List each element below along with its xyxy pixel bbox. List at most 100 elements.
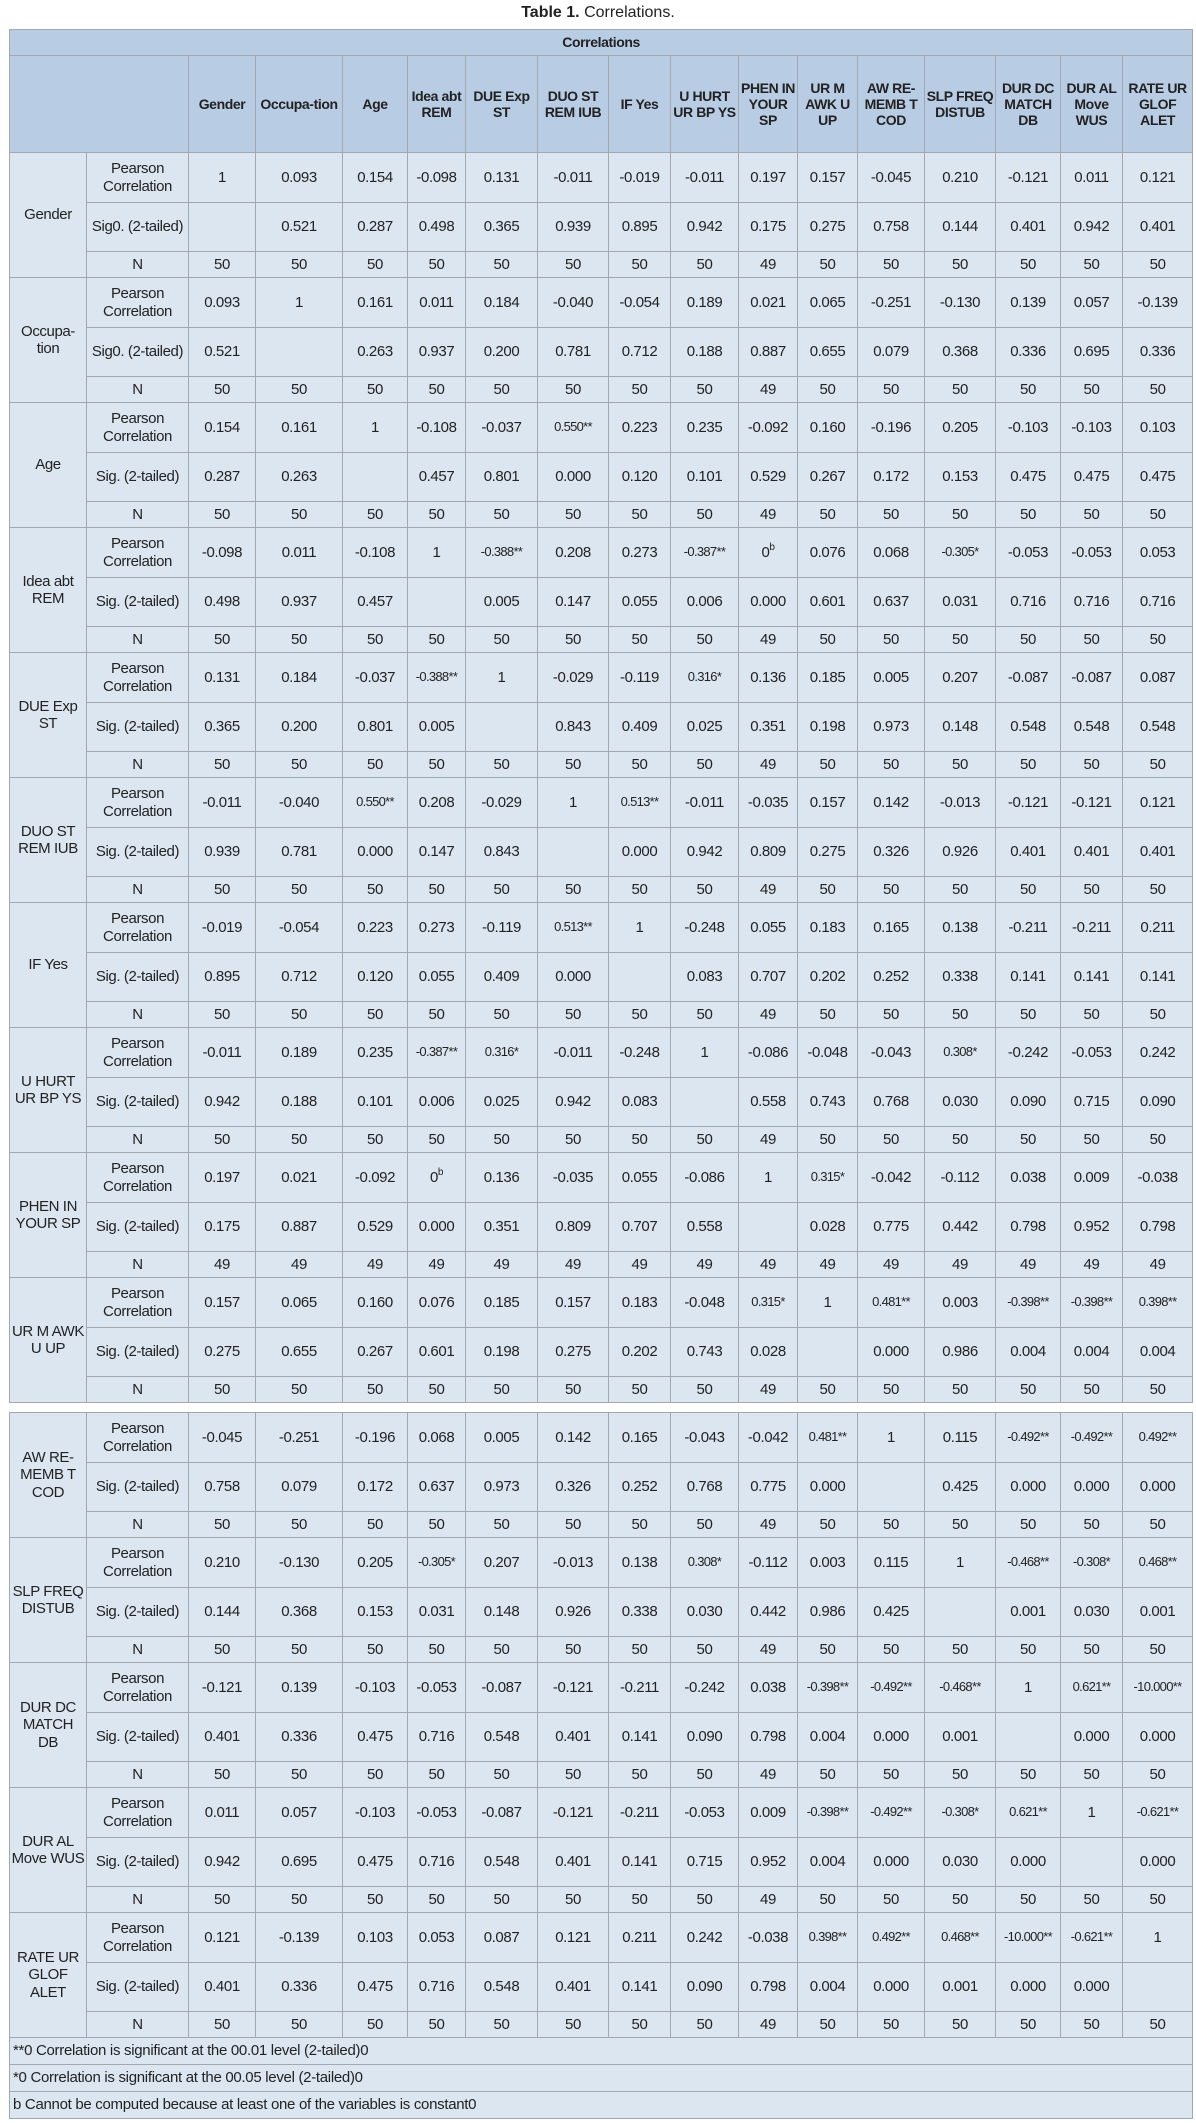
table-cell: 1 xyxy=(465,652,538,703)
table-cell: -0.054 xyxy=(608,277,671,328)
table-cell: 0.131 xyxy=(188,652,256,703)
table-cell: -0.121 xyxy=(537,1662,609,1713)
table-cell: 0.315* xyxy=(797,1152,858,1203)
table-cell: -0.112 xyxy=(738,1537,798,1588)
table-cell: 50 xyxy=(465,751,538,778)
table-cell: 50 xyxy=(924,751,996,778)
table-row: N 50 50 50 50 50 50 50 50 49 50 50 50 50 50 50 xyxy=(10,751,1194,778)
table-cell: 50 xyxy=(1060,1761,1123,1788)
table-cell: 0.716 xyxy=(407,1962,466,2012)
table-cell: 50 xyxy=(407,376,466,403)
table-cell: 0.055 xyxy=(738,902,798,953)
table-cell: 0.148 xyxy=(924,702,996,752)
table-cell: 0.200 xyxy=(465,327,538,377)
table-cell: 0.157 xyxy=(188,1277,256,1328)
footnote: b Cannot be computed because at least on… xyxy=(9,2091,1193,2119)
column-header: Age xyxy=(342,55,408,153)
table-cell: 0.401 xyxy=(1121,202,1194,252)
table-cell: -0.011 xyxy=(670,777,739,828)
table-row: Sig. (2-tailed) 0.275 0.655 0.267 0.601 0.198… xyxy=(10,1327,1194,1377)
table-cell: 50 xyxy=(1060,1511,1123,1538)
table-cell: 50 xyxy=(537,1886,609,1913)
table-cell: 50 xyxy=(537,876,609,903)
table-row: Sig. (2-tailed) 0.758 0.079 0.172 0.637 0.973… xyxy=(10,1462,1193,1512)
table-cell: 50 xyxy=(670,1886,739,1913)
table-cell: 50 xyxy=(465,1126,538,1153)
column-header: Gender xyxy=(188,55,256,153)
table-cell: 0.021 xyxy=(255,1152,343,1203)
table-cell: -0.053 xyxy=(407,1787,466,1838)
row-statistic-label: Sig. (2-tailed) xyxy=(86,1837,189,1887)
table-cell: 0.548 xyxy=(995,702,1061,752)
table-cell: 50 xyxy=(255,751,343,778)
table-cell: 50 xyxy=(670,626,739,653)
table-cell: 0.004 xyxy=(797,1962,858,2012)
table-cell: 50 xyxy=(465,1511,538,1538)
table-cell: 50 xyxy=(342,1001,408,1028)
table-cell xyxy=(1122,1962,1193,2012)
table-cell xyxy=(465,702,538,752)
table-cell: 0.141 xyxy=(1121,952,1194,1002)
table-cell: 0.101 xyxy=(342,1077,408,1127)
table-cell: 0.005 xyxy=(465,1412,538,1463)
table-cell: 0.401 xyxy=(995,202,1061,252)
table-cell: 0.136 xyxy=(465,1152,538,1203)
table-cell: 49 xyxy=(738,1001,798,1028)
table-cell: 0.942 xyxy=(670,827,739,877)
table-cell: 49 xyxy=(188,1251,256,1278)
table-cell: -0.013 xyxy=(924,777,996,828)
table-cell: 0.000 xyxy=(857,1962,925,2012)
table-cell: -0.053 xyxy=(670,1787,739,1838)
table-cell: 0.368 xyxy=(924,327,996,377)
table-cell xyxy=(995,1712,1061,1762)
table-cell: 0.076 xyxy=(407,1277,466,1328)
table-cell: 0.275 xyxy=(797,202,858,252)
table-cell: 0.715 xyxy=(670,1837,739,1887)
table-cell: 0.351 xyxy=(738,702,798,752)
table-cell: 0.548 xyxy=(465,1837,538,1887)
table-cell: 0.065 xyxy=(797,277,858,328)
header-corner xyxy=(9,55,189,153)
table-cell: 0.208 xyxy=(537,527,609,578)
table-cell: 0.053 xyxy=(407,1912,466,1963)
table-cell: 0.468** xyxy=(924,1912,996,1963)
table-cell: 50 xyxy=(1121,876,1194,903)
table-cell: 50 xyxy=(797,751,858,778)
table-cell: 0.336 xyxy=(1121,327,1194,377)
table-cell: 0.798 xyxy=(738,1962,798,2012)
row-statistic-label: N xyxy=(86,1001,189,1028)
row-statistic-label: Sig. (2-tailed) xyxy=(86,1077,189,1127)
table-cell: 0.175 xyxy=(188,1202,256,1252)
table-row: N 50 50 50 50 50 50 50 50 49 50 50 50 50 50 50 xyxy=(10,1126,1194,1153)
table-cell: 0.000 xyxy=(407,1202,466,1252)
column-header: DUR DC MATCH DB xyxy=(995,55,1061,153)
row-statistic-label: Pearson Correlation xyxy=(86,1412,189,1463)
table-cell: 0.655 xyxy=(255,1327,343,1377)
table-cell: 0.138 xyxy=(608,1537,671,1588)
row-statistic-label: Pearson Correlation xyxy=(86,402,189,453)
table-cell xyxy=(797,1327,858,1377)
table-cell: 50 xyxy=(465,1886,538,1913)
table-cell: 0.038 xyxy=(995,1152,1061,1203)
row-statistic-label: N xyxy=(86,2011,189,2038)
table-cell: 0.090 xyxy=(1121,1077,1194,1127)
table-cell: 0.621** xyxy=(1060,1662,1123,1713)
table-row: N 50 50 50 50 50 50 50 50 49 50 50 50 50 50 50 xyxy=(10,1376,1194,1403)
table-cell: 0.973 xyxy=(465,1462,538,1512)
table-cell: -0.087 xyxy=(1060,652,1123,703)
table-cell: 50 xyxy=(995,1001,1061,1028)
table-row: Sig. (2-tailed) 0.498 0.937 0.457 0.005 0.147… xyxy=(10,577,1194,627)
table-cell: 50 xyxy=(407,251,466,278)
table-cell: 0.457 xyxy=(407,452,466,502)
table-cell: 50 xyxy=(465,376,538,403)
table-cell: 0.202 xyxy=(797,952,858,1002)
table-cell: -0.119 xyxy=(608,652,671,703)
row-statistic-label: N xyxy=(86,376,189,403)
table-cell: 0.529 xyxy=(342,1202,408,1252)
table-cell: 0.942 xyxy=(537,1077,609,1127)
table-cell: 50 xyxy=(407,2011,466,2038)
table-cell: 0.004 xyxy=(1060,1327,1123,1377)
table-row: Gender Pearson Correlation 1 0.093 0.154 -0.0… xyxy=(9,152,1194,278)
table-cell: 50 xyxy=(995,2011,1061,2038)
row-statistic-label: Pearson Correlation xyxy=(86,1152,189,1203)
